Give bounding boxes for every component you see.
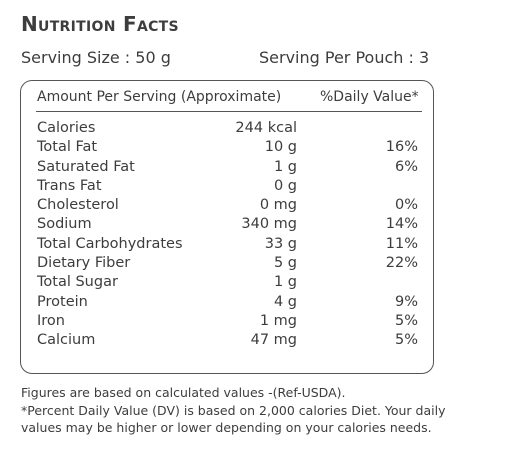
nutrient-name: Calcium (37, 332, 96, 349)
nutrient-amount: 1 mg (259, 312, 297, 329)
nutrient-row: Total Fat 10 g 16% (21, 138, 433, 157)
nutrient-amount: 33 g (264, 235, 297, 252)
nutrient-row: Dietary Fiber 5 g 22% (21, 254, 433, 273)
serving-per-pouch: Serving Per Pouch : 3 (259, 48, 430, 67)
nutrient-amount: 0 mg (259, 197, 297, 214)
page-title: Nutrition Facts (21, 12, 179, 36)
nutrient-amount: 4 g (273, 293, 297, 310)
nutrient-name: Protein (37, 293, 88, 310)
header-amount: Amount Per Serving (Approximate) (37, 89, 282, 105)
nutrient-name: Total Fat (37, 139, 98, 156)
nutrient-row: Saturated Fat 1 g 6% (21, 158, 433, 177)
nutrient-amount: 47 mg (250, 332, 297, 349)
nutrient-name: Saturated Fat (37, 158, 135, 175)
nutrient-amount: 1 g (273, 158, 297, 175)
nutrient-daily-value: 0% (394, 197, 418, 214)
nutrition-table: Amount Per Serving (Approximate) %Daily … (20, 80, 434, 374)
nutrient-row: Calcium 47 mg 5% (21, 331, 433, 350)
serving-size: Serving Size : 50 g (21, 48, 171, 67)
nutrient-daily-value: 9% (394, 293, 418, 310)
nutrient-row: Iron 1 mg 5% (21, 312, 433, 331)
nutrient-daily-value: 6% (394, 158, 418, 175)
nutrient-daily-value: 22% (385, 255, 418, 272)
nutrient-row: Sodium 340 mg 14% (21, 215, 433, 234)
nutrient-daily-value: 16% (385, 139, 418, 156)
nutrient-name: Total Carbohydrates (37, 235, 183, 252)
nutrient-row: Protein 4 g 9% (21, 293, 433, 312)
nutrient-amount: 10 g (264, 139, 297, 156)
footnote-line: values may be higher or lower depending … (21, 420, 432, 435)
nutrient-row: Calories 244 kcal (21, 119, 433, 138)
nutrient-amount: 340 mg (241, 216, 297, 233)
nutrient-amount: 1 g (273, 274, 297, 291)
nutrient-amount: 0 g (273, 177, 297, 194)
nutrient-daily-value: 14% (385, 216, 418, 233)
nutrient-name: Calories (37, 120, 96, 136)
nutrient-row: Total Carbohydrates 33 g 11% (21, 235, 433, 254)
divider (36, 111, 422, 112)
nutrient-name: Total Sugar (37, 274, 118, 291)
footnote-line: *Percent Daily Value (DV) is based on 2,… (21, 402, 446, 418)
nutrient-daily-value: 5% (394, 332, 418, 349)
nutrient-daily-value: 11% (385, 235, 418, 252)
nutrient-name: Trans Fat (37, 177, 102, 194)
footnote-line: Figures are based on calculated values -… (21, 385, 346, 400)
nutrient-daily-value: 5% (394, 312, 418, 329)
nutrient-row: Total Sugar 1 g (21, 273, 433, 292)
header-daily-value: %Daily Value* (320, 89, 419, 105)
nutrient-amount: 5 g (273, 255, 297, 272)
nutrient-row: Trans Fat 0 g (21, 177, 433, 196)
nutrient-name: Sodium (37, 216, 92, 233)
nutrient-rows: Calories 244 kcal Total Fat 10 g 16% Saturate… (21, 119, 433, 351)
nutrient-name: Cholesterol (37, 197, 119, 214)
nutrient-name: Iron (37, 312, 65, 329)
footnote: Figures are based on calculated values -… (21, 384, 491, 437)
nutrient-amount: 244 kcal (235, 120, 297, 136)
nutrient-name: Dietary Fiber (37, 255, 131, 272)
nutrient-row: Cholesterol 0 mg 0% (21, 196, 433, 215)
